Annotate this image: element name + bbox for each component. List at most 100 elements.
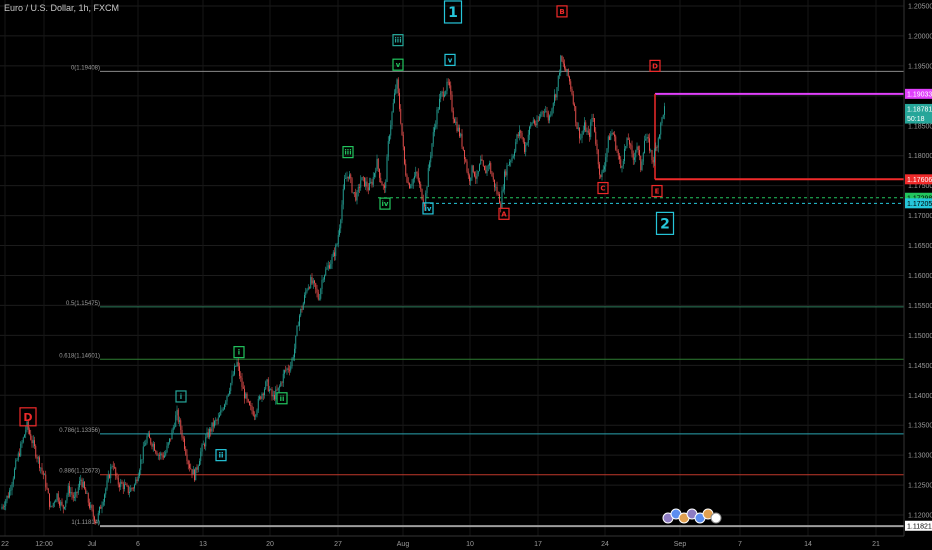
candle-body bbox=[6, 495, 8, 501]
wave-label[interactable]: v bbox=[448, 56, 453, 64]
wave-label[interactable]: 2 bbox=[660, 216, 670, 232]
wave-label[interactable]: ii bbox=[280, 395, 285, 403]
candle-body bbox=[310, 277, 312, 288]
candle-body bbox=[621, 165, 623, 168]
candle-body bbox=[515, 142, 517, 152]
wave-label-box[interactable] bbox=[392, 58, 404, 71]
wave-label[interactable]: iii bbox=[344, 149, 351, 157]
price-axis[interactable]: 1.205001.200001.195001.190001.185001.180… bbox=[908, 3, 932, 519]
candle-body bbox=[464, 150, 465, 160]
candle-body bbox=[460, 133, 462, 137]
candle-body bbox=[645, 138, 647, 141]
candle-body bbox=[276, 389, 278, 391]
wave-label[interactable]: D bbox=[652, 62, 658, 70]
candle-body bbox=[472, 165, 474, 173]
candle-body bbox=[199, 461, 200, 466]
wave-label-box[interactable] bbox=[342, 146, 354, 159]
wave-label-box[interactable] bbox=[443, 0, 463, 24]
time-axis[interactable]: 22 12:00 Jul 6 13 20 27 Aug 10 17 24 Sep 7 14 21 bbox=[1, 541, 880, 548]
candle-body bbox=[217, 417, 219, 421]
candle-body bbox=[2, 506, 4, 508]
candle-body bbox=[59, 501, 60, 506]
wave-label-box[interactable] bbox=[276, 392, 288, 405]
chart-title: Euro / U.S. Dollar, 1h, FXCM bbox=[4, 3, 120, 13]
wave-label[interactable]: E bbox=[655, 188, 660, 196]
candle-body bbox=[537, 120, 539, 121]
event-icons[interactable] bbox=[662, 508, 722, 524]
wave-label[interactable]: iii bbox=[394, 37, 401, 45]
candle-body bbox=[362, 177, 364, 178]
candle-body bbox=[34, 440, 35, 447]
wave-label[interactable]: A bbox=[501, 210, 507, 218]
candle-body bbox=[235, 365, 237, 367]
wave-label-box[interactable] bbox=[649, 59, 661, 72]
candle-body bbox=[600, 174, 602, 178]
wave-label-box[interactable] bbox=[175, 390, 187, 403]
wave-label-box[interactable] bbox=[422, 202, 434, 215]
wave-label[interactable]: B bbox=[559, 8, 564, 16]
time-tick-label: 12:00 bbox=[35, 541, 53, 548]
wave-label-box[interactable] bbox=[651, 184, 663, 198]
candle-body bbox=[159, 454, 160, 456]
wave-label[interactable]: ii bbox=[219, 452, 224, 460]
fib-level-label: 1(1.11814) bbox=[71, 520, 100, 526]
wave-label-box[interactable] bbox=[379, 197, 391, 210]
candle-body bbox=[14, 468, 15, 479]
price-tick-label: 1.16500 bbox=[908, 243, 932, 250]
wave-label-box[interactable] bbox=[215, 449, 227, 462]
candle-body bbox=[437, 109, 439, 111]
candle-body bbox=[282, 373, 284, 383]
wave-label-box[interactable] bbox=[444, 53, 456, 66]
candle-body bbox=[572, 94, 574, 105]
candle-body bbox=[352, 192, 354, 193]
candle-body bbox=[50, 505, 52, 507]
wave-label-box[interactable] bbox=[498, 207, 510, 220]
candle-body bbox=[466, 161, 468, 172]
wave-label[interactable]: 1 bbox=[448, 5, 458, 21]
price-tag bbox=[905, 174, 932, 185]
price-tick-label: 1.15000 bbox=[908, 333, 932, 340]
candle-body bbox=[480, 159, 482, 165]
price-tick-label: 1.14000 bbox=[908, 393, 932, 400]
fib-retracement[interactable]: 0(1.19408) 0.5(1.15475) 0.618(1.14601) 0.78… bbox=[59, 65, 904, 528]
wave-label[interactable]: D bbox=[23, 411, 32, 424]
wave-label-box[interactable] bbox=[19, 407, 37, 427]
candle-body bbox=[644, 140, 645, 154]
wave-label[interactable]: iv bbox=[382, 200, 389, 208]
candle-body bbox=[560, 55, 562, 73]
candle-body bbox=[374, 173, 375, 177]
candle-body bbox=[330, 263, 332, 269]
wave-label[interactable]: i bbox=[238, 349, 240, 357]
candle-body bbox=[214, 420, 215, 427]
wave-label-box[interactable] bbox=[655, 211, 675, 235]
candle-body bbox=[192, 469, 194, 475]
price-tag bbox=[905, 103, 932, 114]
candle-body bbox=[551, 108, 553, 115]
candle-body bbox=[111, 466, 113, 467]
wave-label[interactable]: i bbox=[180, 393, 182, 401]
drawing-annotations[interactable] bbox=[378, 92, 904, 204]
wave-label[interactable]: C bbox=[600, 185, 605, 193]
wave-label-box[interactable] bbox=[392, 34, 404, 47]
candle-body bbox=[346, 176, 348, 179]
candle-body bbox=[284, 370, 285, 374]
wave-label-box[interactable] bbox=[233, 346, 245, 359]
fib-level-label: 0.786(1.13356) bbox=[59, 428, 100, 434]
wave-label-box[interactable] bbox=[556, 5, 568, 18]
wave-label-box[interactable] bbox=[597, 181, 609, 195]
candle-body bbox=[270, 389, 272, 390]
candle-body bbox=[599, 164, 600, 175]
candle-body bbox=[109, 474, 110, 479]
wave-label[interactable]: iv bbox=[425, 205, 432, 213]
wave-label[interactable]: v bbox=[396, 61, 401, 69]
candle-body bbox=[517, 134, 519, 137]
candle-body bbox=[484, 165, 485, 171]
candle-body bbox=[470, 177, 472, 182]
flag-icon[interactable] bbox=[710, 512, 722, 524]
candle-body bbox=[597, 150, 599, 165]
candle-body bbox=[547, 112, 549, 121]
candle-body bbox=[497, 193, 499, 195]
candle-body bbox=[87, 493, 89, 503]
